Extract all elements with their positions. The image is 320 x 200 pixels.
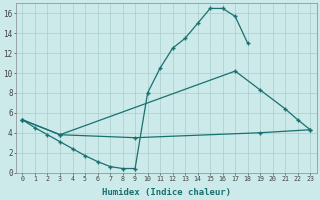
X-axis label: Humidex (Indice chaleur): Humidex (Indice chaleur) xyxy=(102,188,231,197)
